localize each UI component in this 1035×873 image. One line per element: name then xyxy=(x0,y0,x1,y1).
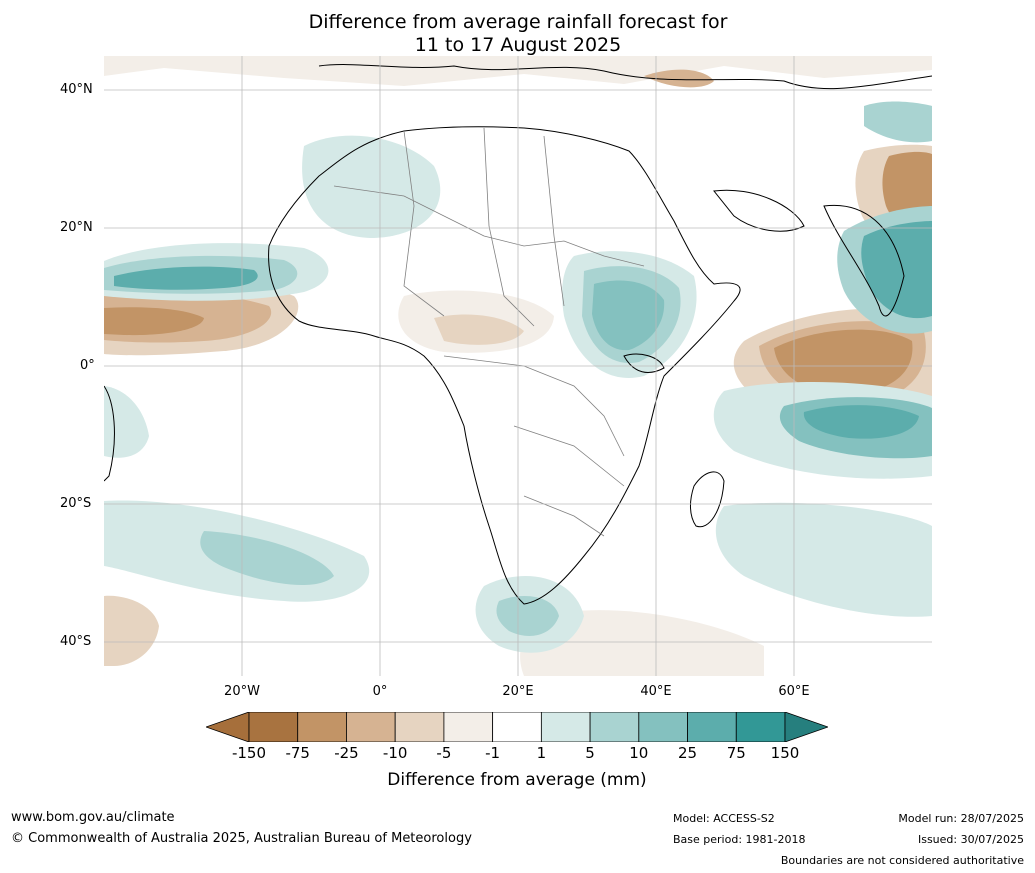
map-title-line-2: 11 to 17 August 2025 xyxy=(414,34,622,56)
lon-label-40e: 40°E xyxy=(640,684,672,699)
footer-base-period: Base period: 1981-2018 xyxy=(673,833,806,846)
colorbar-tick-label: -10 xyxy=(382,744,408,762)
colorbar-tick-label: 150 xyxy=(770,744,800,762)
colorbar-segment xyxy=(638,712,688,742)
footer-model-run: Model run: 28/07/2025 xyxy=(898,812,1024,825)
lat-label-20s: 20°S xyxy=(60,496,92,511)
colorbar-extend-low xyxy=(206,712,250,742)
coastlines xyxy=(104,64,932,605)
lon-label-20e: 20°E xyxy=(502,684,534,699)
colorbar-segment xyxy=(540,712,591,742)
colorbar-extend-high xyxy=(784,712,828,742)
colorbar-tick-label: 1 xyxy=(536,744,547,762)
lat-label-40n: 40°N xyxy=(60,82,93,97)
colorbar-segment xyxy=(735,712,786,742)
lon-label-0: 0° xyxy=(372,684,388,699)
colorbar-segment xyxy=(346,712,396,742)
colorbar-tick-label: -150 xyxy=(231,744,267,762)
colorbar-tick-label: 75 xyxy=(726,744,746,762)
graticule xyxy=(104,56,932,676)
colorbar-segment xyxy=(687,712,737,742)
colorbar-tick-label: -1 xyxy=(485,744,501,762)
map-title-line-1: Difference from average rainfall forecas… xyxy=(308,11,728,33)
lon-label-60e: 60°E xyxy=(778,684,810,699)
lat-label-40s: 40°S xyxy=(60,634,92,649)
colorbar-tick-label: 10 xyxy=(629,744,649,762)
colorbar-segment xyxy=(248,712,299,742)
colorbar-tick-label: -5 xyxy=(436,744,452,762)
colorbar-segment xyxy=(589,712,640,742)
colorbar-segment xyxy=(394,712,445,742)
wet-anomaly-areas xyxy=(104,101,932,653)
footer-model: Model: ACCESS-S2 xyxy=(673,812,775,825)
colorbar-tick-label: -25 xyxy=(334,744,359,762)
colorbar-segment xyxy=(492,712,542,742)
colorbar-label: Difference from average (mm) xyxy=(387,770,647,790)
colorbar-segment xyxy=(297,712,347,742)
lat-label-equator: 0° xyxy=(80,358,95,373)
footer-copyright: © Commonwealth of Australia 2025, Austra… xyxy=(11,831,472,846)
rainfall-anomaly-map xyxy=(104,56,932,676)
footer-issued: Issued: 30/07/2025 xyxy=(917,833,1024,846)
lon-label-20w: 20°W xyxy=(224,684,260,699)
lat-label-20n: 20°N xyxy=(60,220,93,235)
colorbar xyxy=(206,712,828,742)
colorbar-segment xyxy=(443,712,494,742)
colorbar-tick-label: 25 xyxy=(677,744,698,762)
country-borders xyxy=(333,127,645,537)
colorbar-tick-label: -75 xyxy=(285,744,310,762)
footer-disclaimer: Boundaries are not considered authoritat… xyxy=(780,854,1024,867)
footer-website: www.bom.gov.au/climate xyxy=(11,810,175,825)
colorbar-tick-label: 5 xyxy=(585,744,595,762)
